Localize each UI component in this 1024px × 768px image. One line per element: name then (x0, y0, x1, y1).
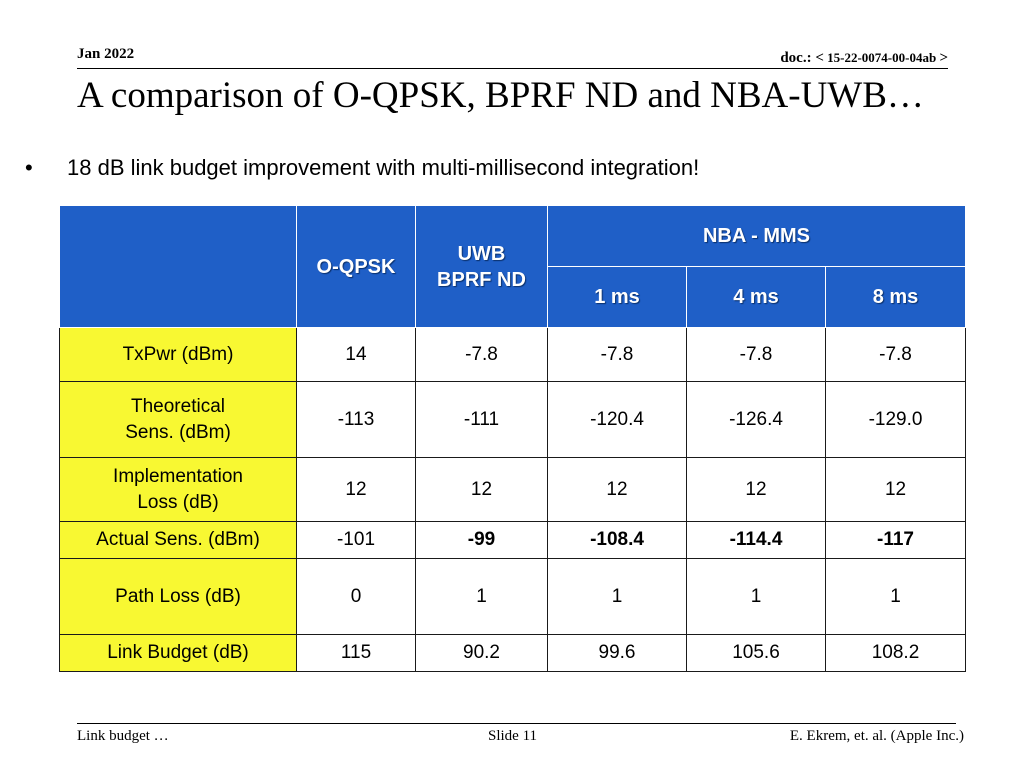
cell-impl-oqpsk: 12 (296, 457, 416, 522)
cell-actual-uwb: -99 (415, 521, 548, 559)
cell-actual-8ms: -117 (824, 521, 967, 559)
cell-lb-1ms: 99.6 (547, 634, 687, 672)
table-header-row-1: O-QPSK UWB BPRF ND NBA - MMS (59, 205, 967, 328)
row-label-txpwr: TxPwr (dBm) (59, 327, 297, 382)
cell-impl-4ms: 12 (686, 457, 826, 522)
col-header-uwb-bprf-nd: UWB BPRF ND (415, 205, 548, 328)
footer-author: E. Ekrem, et. al. (Apple Inc.) (789, 728, 964, 744)
cell-txpwr-oqpsk: 14 (296, 327, 416, 382)
cell-lb-oqpsk: 115 (296, 634, 416, 672)
row-label-link-budget: Link Budget (dB) (59, 634, 297, 672)
cell-lb-uwb: 90.2 (415, 634, 548, 672)
cell-txpwr-1ms: -7.8 (547, 327, 687, 382)
slide-title: A comparison of O-QPSK, BPRF ND and NBA-… (77, 75, 924, 116)
cell-actual-oqpsk: -101 (296, 521, 416, 559)
col-header-4ms: 4 ms (686, 266, 826, 328)
row-label-actual-sens: Actual Sens. (dBm) (59, 521, 297, 559)
cell-actual-4ms: -114.4 (686, 521, 826, 559)
cell-theo-4ms: -126.4 (686, 381, 826, 458)
col-header-oqpsk: O-QPSK (296, 205, 416, 328)
col-header-1ms: 1 ms (547, 266, 687, 328)
cell-theo-uwb: -111 (415, 381, 548, 458)
row-label-path-loss: Path Loss (dB) (59, 558, 297, 635)
row-label-theoretical-sens: Theoretical Sens. (dBm) (59, 381, 297, 458)
cell-impl-uwb: 12 (415, 457, 548, 522)
table-row-path-loss: Path Loss (dB) 0 1 1 1 1 (59, 558, 967, 635)
cell-txpwr-4ms: -7.8 (686, 327, 826, 382)
cell-lb-8ms: 108.2 (824, 634, 967, 672)
header-corner-cell (59, 205, 297, 328)
col-header-8ms: 8 ms (824, 266, 967, 328)
cell-theo-8ms: -129.0 (824, 381, 967, 458)
cell-path-8ms: 1 (824, 558, 967, 635)
cell-theo-oqpsk: -113 (296, 381, 416, 458)
cell-lb-4ms: 105.6 (686, 634, 826, 672)
col-header-nba-mms: NBA - MMS (546, 205, 967, 267)
footer-slide-number: Slide 11 (488, 728, 538, 744)
table-row-impl-loss: Implementation Loss (dB) 12 12 12 12 12 (59, 457, 967, 522)
bullet-text: 18 dB link budget improvement with multi… (67, 155, 700, 180)
cell-impl-8ms: 12 (824, 457, 967, 522)
header-doc-id: doc.: < 15-22-0074-00-04ab > (780, 50, 948, 67)
table-row-theoretical-sens: Theoretical Sens. (dBm) -113 -111 -120.4 … (59, 381, 967, 458)
cell-path-4ms: 1 (686, 558, 826, 635)
cell-theo-1ms: -120.4 (547, 381, 687, 458)
bullet-marker: • (25, 155, 33, 180)
table-row-txpwr: TxPwr (dBm) 14 -7.8 -7.8 -7.8 -7.8 (59, 327, 967, 382)
row-label-impl-loss: Implementation Loss (dB) (59, 457, 297, 522)
footer-rule (77, 723, 956, 724)
doc-number: 15-22-0074-00-04ab (823, 50, 940, 65)
doc-prefix: doc.: < (780, 50, 824, 66)
table-row-actual-sens: Actual Sens. (dBm) -101 -99 -108.4 -114.… (59, 521, 967, 559)
comparison-table: O-QPSK UWB BPRF ND NBA - MMS 1 ms 4 ms 8 … (59, 205, 967, 672)
doc-suffix: > (939, 50, 948, 66)
cell-txpwr-uwb: -7.8 (415, 327, 548, 382)
cell-impl-1ms: 12 (547, 457, 687, 522)
table-header-row-2: 1 ms 4 ms 8 ms (60, 266, 967, 328)
cell-actual-1ms: -108.4 (547, 521, 687, 559)
footer-topic: Link budget … (77, 728, 169, 744)
table-row-link-budget: Link Budget (dB) 115 90.2 99.6 105.6 108… (59, 634, 967, 672)
cell-path-uwb: 1 (415, 558, 548, 635)
cell-path-1ms: 1 (547, 558, 687, 635)
cell-path-oqpsk: 0 (296, 558, 416, 635)
cell-txpwr-8ms: -7.8 (824, 327, 967, 382)
header-date: Jan 2022 (77, 46, 135, 62)
header-rule (77, 68, 948, 69)
